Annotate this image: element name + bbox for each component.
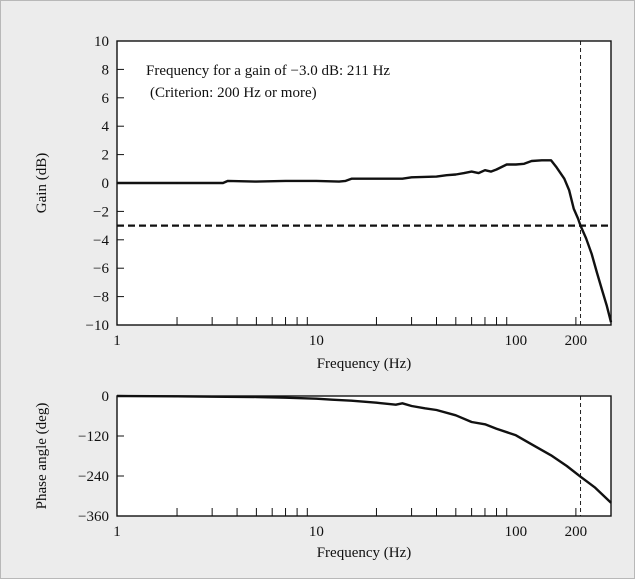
- phase-data-point: [395, 404, 397, 406]
- phase-data-point: [471, 421, 473, 423]
- gain-data-point: [401, 178, 403, 180]
- phase-data-point: [435, 409, 438, 411]
- gain-data-point: [523, 163, 525, 165]
- gain-data-point: [255, 181, 257, 183]
- y-axis-title: Gain (dB): [34, 153, 50, 213]
- plot-border: [116, 40, 612, 326]
- gain-data-point: [585, 237, 587, 239]
- gain-data-point: [573, 208, 575, 210]
- x-axis-title: Frequency (Hz): [317, 545, 412, 561]
- y-tick-label: 4: [102, 119, 110, 135]
- phase-data-point: [331, 399, 333, 401]
- x-tick-label: 100: [505, 333, 528, 349]
- phase-data-point: [350, 400, 353, 402]
- gain-data-point: [541, 159, 543, 161]
- phase-data-point: [315, 398, 317, 400]
- gain-data-point: [591, 253, 593, 255]
- gain-data-point: [446, 174, 448, 176]
- y-tick-label: −8: [93, 290, 109, 306]
- y-tick-label: −10: [86, 318, 109, 334]
- gain-data-point: [606, 304, 608, 306]
- y-tick-label: 0: [102, 389, 110, 405]
- gain-data-point: [227, 180, 229, 182]
- phase-data-point: [284, 397, 287, 399]
- phase-data-point: [495, 428, 498, 430]
- gain-data-point: [568, 189, 570, 191]
- gain-data-point: [435, 176, 438, 178]
- gain-data-point: [556, 166, 558, 168]
- phase-data-point: [375, 402, 378, 404]
- phase-data-point: [531, 443, 533, 445]
- phase-data-point: [594, 487, 596, 489]
- x-tick-label: 200: [565, 524, 588, 540]
- x-tick-label: 10: [309, 524, 324, 540]
- annotation-cutoff-frequency: Frequency for a gain of −3.0 dB: 211 Hz: [146, 63, 390, 79]
- phase-data-point: [550, 454, 552, 456]
- gain-data-point: [563, 178, 565, 180]
- phase-data-point: [455, 414, 457, 416]
- gain-data-point: [338, 181, 340, 183]
- annotation-criterion: (Criterion: 200 Hz or more): [150, 85, 317, 101]
- y-tick-label: 10: [94, 34, 109, 50]
- x-tick-label: 1: [113, 524, 121, 540]
- x-axis-title: Frequency (Hz): [317, 356, 412, 372]
- y-tick-label: 8: [102, 62, 110, 78]
- gain-data-point: [176, 182, 178, 184]
- gain-data-point: [284, 180, 287, 182]
- phase-data-point: [579, 476, 582, 478]
- gain-data-point: [495, 168, 498, 171]
- y-tick-label: −240: [78, 469, 109, 485]
- gain-data-point: [515, 163, 517, 166]
- plot-border: [116, 395, 612, 517]
- plot-area: [117, 396, 611, 516]
- gain-data-point: [550, 159, 552, 161]
- y-tick-label: −360: [78, 509, 109, 525]
- gain-data-point: [345, 180, 347, 182]
- y-tick-label: −6: [93, 261, 109, 277]
- gain-data-point: [531, 160, 533, 162]
- gain-data-point: [375, 178, 378, 180]
- gain-chart: 10 8 6 4 2 0 −2 −4 −6 −8 −101 10 100 200 Frequency (Hz…: [34, 34, 613, 372]
- gain-series-line: [117, 159, 613, 323]
- phase-data-point: [401, 402, 403, 404]
- x-tick-label: 10: [309, 333, 324, 349]
- x-tick-label: 1: [113, 333, 121, 349]
- gain-data-point: [477, 172, 480, 174]
- gain-data-point: [463, 172, 465, 174]
- gain-data-point: [490, 171, 492, 173]
- x-tick-label: 100: [505, 524, 528, 540]
- gain-data-point: [455, 173, 457, 176]
- gain-data-point: [350, 178, 353, 180]
- gain-data-point: [222, 182, 224, 184]
- y-tick-label: 0: [102, 176, 110, 192]
- phase-data-point: [411, 405, 413, 407]
- gain-data-point: [579, 225, 582, 227]
- y-tick-label: −120: [78, 429, 109, 445]
- gain-data-point: [484, 169, 486, 171]
- y-tick-label: 6: [102, 91, 110, 107]
- phase-data-point: [424, 407, 426, 409]
- gain-data-point: [471, 171, 473, 173]
- y-tick-label: −2: [93, 204, 109, 220]
- phase-data-point: [566, 465, 568, 467]
- phase-data-point: [515, 434, 517, 436]
- gain-data-point: [411, 176, 413, 178]
- gain-data-point: [506, 163, 508, 166]
- gain-data-point: [577, 217, 579, 220]
- y-tick-label: −4: [93, 233, 109, 249]
- phase-data-point: [484, 423, 486, 425]
- phase-data-point: [255, 396, 257, 398]
- x-tick-label: 200: [565, 333, 588, 349]
- gain-data-point: [596, 271, 598, 274]
- y-axis-title: Phase angle (deg): [34, 403, 50, 510]
- y-tick-label: 2: [102, 148, 110, 164]
- gain-data-point: [601, 288, 603, 291]
- gain-data-point: [315, 180, 317, 182]
